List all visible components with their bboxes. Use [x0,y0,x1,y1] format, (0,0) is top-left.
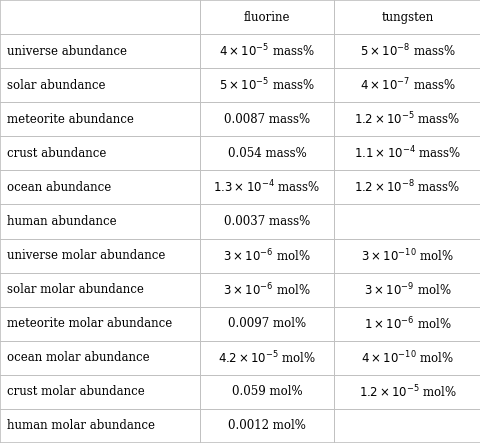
Text: 0.0012 mol%: 0.0012 mol% [228,420,305,432]
Text: $3\times10^{-6}$ mol%: $3\times10^{-6}$ mol% [223,247,310,264]
Text: crust abundance: crust abundance [7,147,107,160]
Text: ocean molar abundance: ocean molar abundance [7,351,150,364]
Text: 0.0037 mass%: 0.0037 mass% [223,215,310,228]
Text: tungsten: tungsten [381,11,433,23]
Text: meteorite molar abundance: meteorite molar abundance [7,317,172,330]
Text: crust molar abundance: crust molar abundance [7,385,144,398]
Text: $5\times10^{-5}$ mass%: $5\times10^{-5}$ mass% [218,77,314,93]
Text: meteorite abundance: meteorite abundance [7,113,134,126]
Text: human abundance: human abundance [7,215,117,228]
Text: 0.059 mol%: 0.059 mol% [231,385,301,398]
Text: ocean abundance: ocean abundance [7,181,111,194]
Text: $1.2\times10^{-5}$ mol%: $1.2\times10^{-5}$ mol% [358,384,456,400]
Text: $1.3\times10^{-4}$ mass%: $1.3\times10^{-4}$ mass% [213,179,320,196]
Text: solar molar abundance: solar molar abundance [7,283,144,296]
Text: fluorine: fluorine [243,11,289,23]
Text: $3\times10^{-9}$ mol%: $3\times10^{-9}$ mol% [363,281,451,298]
Text: solar abundance: solar abundance [7,79,106,92]
Text: $1.2\times10^{-8}$ mass%: $1.2\times10^{-8}$ mass% [354,179,460,196]
Text: $5\times10^{-8}$ mass%: $5\times10^{-8}$ mass% [359,43,455,59]
Text: $3\times10^{-6}$ mol%: $3\times10^{-6}$ mol% [223,281,310,298]
Text: human molar abundance: human molar abundance [7,420,155,432]
Text: $1.1\times10^{-4}$ mass%: $1.1\times10^{-4}$ mass% [353,145,460,162]
Text: 0.0087 mass%: 0.0087 mass% [223,113,310,126]
Text: $4.2\times10^{-5}$ mol%: $4.2\times10^{-5}$ mol% [217,350,315,366]
Text: $4\times10^{-7}$ mass%: $4\times10^{-7}$ mass% [359,77,455,93]
Text: universe molar abundance: universe molar abundance [7,249,165,262]
Text: $3\times10^{-10}$ mol%: $3\times10^{-10}$ mol% [360,247,453,264]
Text: $1\times10^{-6}$ mol%: $1\times10^{-6}$ mol% [363,315,451,332]
Text: universe abundance: universe abundance [7,45,127,58]
Text: 0.054 mass%: 0.054 mass% [227,147,306,160]
Text: 0.0097 mol%: 0.0097 mol% [228,317,305,330]
Text: $4\times10^{-5}$ mass%: $4\times10^{-5}$ mass% [218,43,314,59]
Text: $4\times10^{-10}$ mol%: $4\times10^{-10}$ mol% [360,350,453,366]
Text: $1.2\times10^{-5}$ mass%: $1.2\times10^{-5}$ mass% [354,111,460,128]
